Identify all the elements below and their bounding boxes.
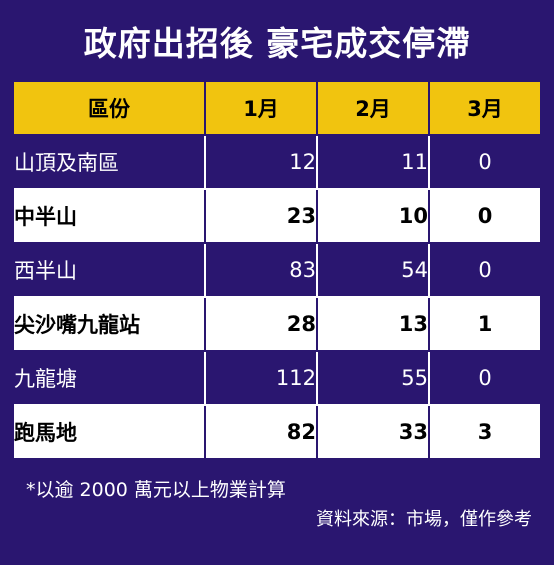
- column-header-march: 3月: [429, 82, 540, 136]
- district-name: 九龍塘: [14, 351, 206, 406]
- table-row: 尖沙嘴九龍站 28 13 1: [14, 297, 540, 352]
- march-value: 0: [429, 243, 540, 298]
- footnote: *以逾 2000 萬元以上物業計算: [26, 479, 286, 501]
- march-value: 0: [429, 189, 540, 244]
- march-value: 0: [429, 351, 540, 406]
- march-value: 3: [429, 405, 540, 460]
- february-value: 13: [317, 297, 430, 352]
- column-header-february: 2月: [317, 82, 430, 136]
- table-row: 山頂及南區 12 11 0: [14, 135, 540, 190]
- march-value: 1: [429, 297, 540, 352]
- january-value: 23: [205, 189, 318, 244]
- february-value: 10: [317, 189, 430, 244]
- table-row: 九龍塘 112 55 0: [14, 351, 540, 406]
- january-value: 83: [205, 243, 318, 298]
- january-value: 112: [205, 351, 318, 406]
- january-value: 28: [205, 297, 318, 352]
- source-credit: 資料來源：市場，僅作參考: [316, 509, 532, 530]
- february-value: 55: [317, 351, 430, 406]
- district-name: 中半山: [14, 189, 206, 244]
- district-name: 尖沙嘴九龍站: [14, 297, 206, 352]
- table-row: 中半山 23 10 0: [14, 189, 540, 244]
- table-row: 跑馬地 82 33 3: [14, 405, 540, 460]
- transactions-table: 區份 1月 2月 3月 山頂及南區 12 11 0 中半山 23 10 0 西半…: [14, 82, 540, 460]
- column-header-district: 區份: [14, 82, 206, 136]
- february-value: 11: [317, 135, 430, 190]
- district-name: 西半山: [14, 243, 206, 298]
- table-row: 西半山 83 54 0: [14, 243, 540, 298]
- table-header-row: 區份 1月 2月 3月: [14, 82, 540, 136]
- district-name: 山頂及南區: [14, 135, 206, 190]
- february-value: 33: [317, 405, 430, 460]
- page-title: 政府出招後 豪宅成交停滯: [83, 24, 471, 63]
- february-value: 54: [317, 243, 430, 298]
- district-name: 跑馬地: [14, 405, 206, 460]
- january-value: 12: [205, 135, 318, 190]
- january-value: 82: [205, 405, 318, 460]
- column-header-january: 1月: [205, 82, 318, 136]
- march-value: 0: [429, 135, 540, 190]
